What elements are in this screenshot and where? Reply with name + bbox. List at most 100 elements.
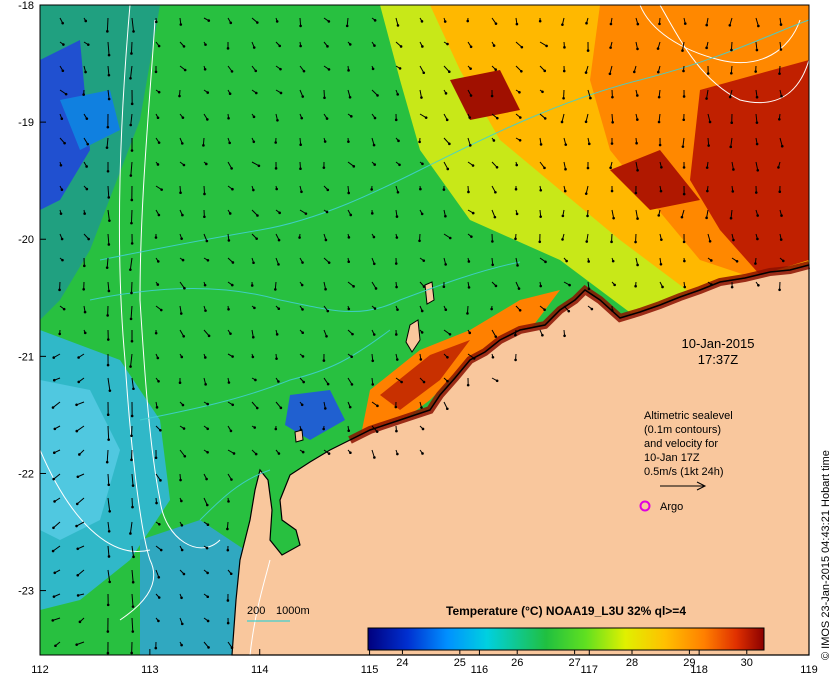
velocity-arrow-head — [183, 68, 187, 72]
velocity-arrow-head — [206, 91, 210, 94]
velocity-arrow — [443, 65, 450, 73]
velocity-arrow-head — [445, 118, 449, 122]
velocity-arrow-head — [227, 239, 231, 242]
velocity-arrow — [611, 113, 614, 123]
velocity-arrow-head — [206, 402, 209, 406]
velocity-arrow-head — [84, 19, 88, 23]
velocity-arrow-head — [467, 286, 471, 289]
velocity-arrow-head — [154, 20, 158, 24]
velocity-arrow-head — [299, 428, 303, 432]
velocity-arrow-head — [231, 187, 234, 191]
velocity-arrow-head — [468, 331, 472, 335]
velocity-arrow-head — [301, 450, 305, 454]
velocity-arrow-head — [75, 524, 78, 528]
velocity-arrow-head — [274, 167, 278, 170]
velocity-arrow-head — [584, 192, 588, 195]
velocity-arrow-head — [180, 523, 184, 527]
velocity-arrow-head — [518, 139, 522, 142]
velocity-arrow-head — [446, 167, 450, 171]
velocity-arrow-head — [82, 287, 86, 291]
velocity-arrow-head — [400, 380, 403, 384]
velocity-arrow-head — [518, 308, 522, 312]
velocity-arrow — [609, 65, 613, 74]
velocity-arrow-head — [159, 428, 162, 432]
velocity-arrow-head — [446, 42, 449, 46]
velocity-arrow-head — [206, 619, 210, 623]
velocity-arrow-head — [105, 266, 109, 269]
velocity-arrow-head — [587, 287, 591, 291]
velocity-arrow-head — [106, 603, 110, 607]
velocity-arrow-head — [182, 163, 186, 167]
velocity-arrow — [131, 569, 134, 583]
velocity-arrow-head — [322, 427, 325, 431]
velocity-arrow — [76, 521, 85, 527]
velocity-arrow — [76, 425, 85, 432]
velocity-arrow-head — [349, 451, 352, 455]
colorbar-tick-label: 25 — [454, 657, 466, 669]
velocity-arrow-head — [562, 69, 566, 73]
velocity-arrow-head — [275, 20, 279, 23]
velocity-arrow-head — [78, 620, 82, 624]
velocity-arrow-head — [706, 72, 710, 75]
velocity-arrow-head — [181, 213, 184, 217]
velocity-arrow — [107, 209, 110, 221]
velocity-arrow-head — [472, 357, 476, 360]
longitude-axis: 112 113 114 115 116 117 118 119 — [31, 649, 818, 676]
velocity-arrow-head — [418, 140, 421, 144]
colorbar-tick-label: 30 — [741, 657, 753, 669]
velocity-arrow-head — [659, 262, 663, 266]
velocity-arrow — [443, 137, 450, 145]
velocity-arrow-head — [179, 312, 183, 315]
velocity-arrow-head — [204, 43, 207, 46]
velocity-arrow-head — [302, 380, 305, 384]
velocity-arrow-head — [277, 380, 280, 383]
lon-tick-label: 113 — [141, 664, 159, 676]
velocity-arrow-head — [609, 46, 612, 49]
velocity-arrow-head — [279, 406, 283, 410]
velocity-arrow-head — [51, 406, 55, 409]
velocity-arrow — [106, 257, 109, 268]
velocity-arrow-head — [514, 187, 518, 191]
timestamp-time: 17:37Z — [698, 352, 739, 367]
velocity-arrow-head — [539, 188, 543, 192]
colorbar-ticks: 24 25 26 27 28 29 30 — [396, 650, 753, 669]
velocity-arrow-head — [154, 331, 158, 335]
velocity-arrow-head — [612, 216, 615, 220]
velocity-arrow-head — [350, 115, 353, 118]
velocity-arrow-head — [253, 426, 257, 429]
velocity-arrow-head — [59, 212, 63, 215]
velocity-arrow-head — [636, 47, 639, 51]
velocity-arrow-head — [107, 555, 111, 558]
velocity-arrow-head — [395, 236, 399, 239]
velocity-arrow-head — [106, 314, 109, 317]
velocity-arrow-head — [156, 356, 160, 360]
velocity-arrow — [107, 65, 110, 76]
velocity-arrow-head — [730, 285, 734, 289]
velocity-arrow-head — [471, 164, 475, 167]
velocity-arrow-head — [154, 456, 158, 460]
velocity-arrow-head — [348, 96, 352, 99]
velocity-arrow-head — [130, 458, 133, 462]
lat-tick-label: -21 — [18, 351, 34, 363]
velocity-arrow-head — [250, 284, 254, 287]
velocity-arrow — [131, 617, 134, 632]
velocity-arrow-head — [52, 477, 56, 481]
velocity-arrow-head — [708, 120, 712, 124]
velocity-arrow-head — [107, 289, 111, 293]
lon-tick-label: 118 — [690, 664, 708, 676]
velocity-arrow — [107, 233, 110, 245]
velocity-arrow-head — [159, 308, 163, 312]
velocity-arrow-head — [448, 332, 452, 336]
velocity-arrow-head — [350, 383, 354, 386]
velocity-arrow-head — [779, 238, 783, 241]
velocity-arrow-head — [515, 22, 519, 26]
velocity-arrow-head — [446, 379, 449, 383]
velocity-arrow-head — [754, 191, 758, 194]
velocity-arrow-head — [322, 359, 326, 362]
velocity-arrow-head — [131, 605, 135, 608]
velocity-arrow-head — [159, 479, 162, 482]
velocity-arrow-head — [182, 572, 186, 576]
velocity-arrow-head — [422, 71, 426, 75]
velocity-arrow-head — [131, 505, 134, 509]
